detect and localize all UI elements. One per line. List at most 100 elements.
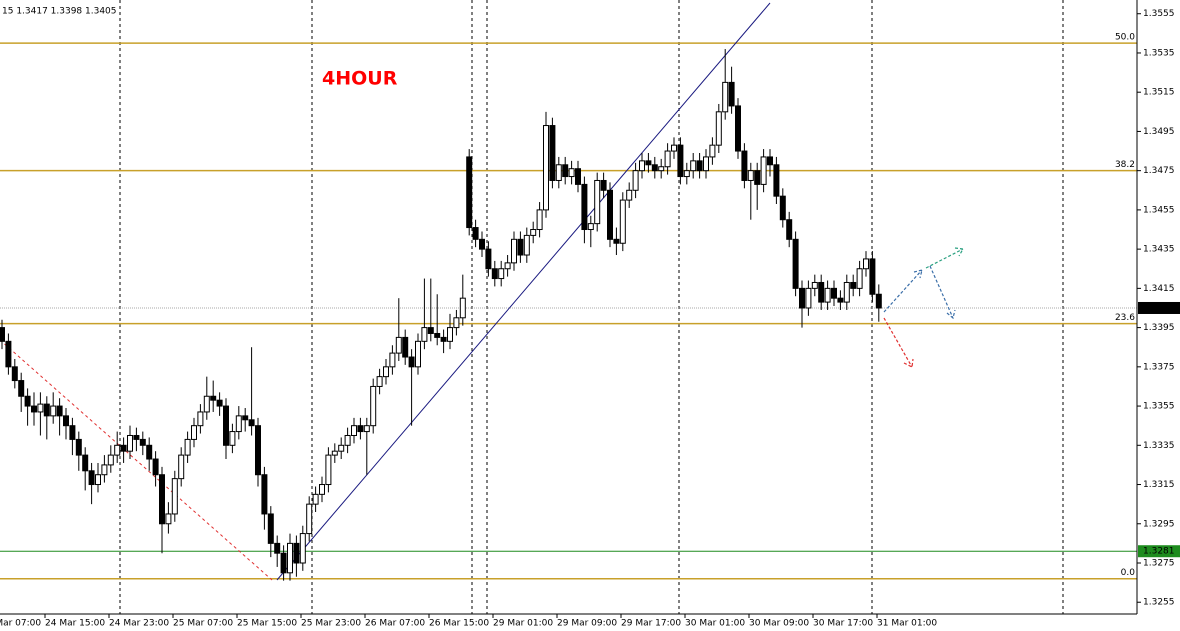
- candle-body: [88, 470, 95, 486]
- x-tick-label: 24 Mar 07:00: [0, 619, 41, 629]
- x-tick-label: 30 Mar 01:00: [685, 619, 745, 629]
- candle-body: [56, 405, 63, 417]
- y-tick-label: 1.3535: [1143, 48, 1175, 58]
- candle-body: [658, 166, 665, 172]
- y-tick-label: 1.3315: [1143, 480, 1175, 490]
- candle-body: [165, 513, 172, 525]
- candle-body: [664, 150, 671, 168]
- y-tick-label: 1.3515: [1143, 88, 1175, 98]
- candle-body: [280, 552, 287, 574]
- candle-body: [671, 144, 677, 152]
- candle-body: [331, 450, 338, 456]
- candle-body: [447, 327, 453, 342]
- y-tick-label: 1.3455: [1143, 205, 1175, 215]
- candle-body: [575, 168, 581, 185]
- x-tick-label: 29 Mar 01:00: [493, 619, 553, 629]
- candle-body: [171, 478, 178, 515]
- candle-body: [735, 105, 741, 152]
- arrow: [883, 317, 914, 368]
- y-tick-label: 1.3435: [1143, 245, 1175, 255]
- candle-body: [427, 327, 434, 334]
- candles: [0, 49, 882, 581]
- price-tag: [1138, 301, 1180, 314]
- candle-body: [831, 287, 837, 299]
- candle-body: [690, 160, 697, 172]
- x-tick-label: 30 Mar 09:00: [749, 619, 809, 629]
- candle-body: [754, 170, 761, 185]
- candle-body: [223, 405, 229, 446]
- candle-body: [31, 405, 37, 413]
- x-tick-label: 26 Mar 15:00: [429, 619, 489, 629]
- header: 15 1.3417 1.3398 1.3405: [2, 7, 117, 17]
- price-tag-label: 1.3405: [1143, 303, 1175, 313]
- candle-body: [703, 156, 709, 172]
- candle-body: [299, 533, 306, 564]
- candle-body: [619, 199, 626, 244]
- candle-body: [613, 238, 620, 244]
- candle-body: [287, 542, 293, 574]
- candle-body: [747, 170, 754, 181]
- candle-body: [421, 327, 428, 342]
- y-tick-label: 1.3295: [1143, 519, 1175, 529]
- y-tick-label: 1.3415: [1143, 284, 1175, 294]
- candle-body: [863, 258, 869, 270]
- candle-body: [101, 464, 108, 476]
- y-tick-label: 1.3355: [1143, 402, 1175, 412]
- candle-body: [178, 454, 185, 480]
- candle-body: [434, 332, 441, 338]
- candle-body: [562, 164, 569, 178]
- candle-body: [792, 238, 799, 289]
- fib-level-label: 50.0: [1115, 33, 1135, 43]
- arrow: [929, 265, 956, 320]
- candle-body: [402, 336, 409, 358]
- candle-body: [75, 438, 82, 456]
- candle-body: [408, 356, 415, 368]
- candle-body: [197, 411, 204, 427]
- candle-body: [293, 542, 300, 564]
- candle-body: [549, 125, 556, 181]
- arrow: [925, 247, 964, 269]
- candle-body: [203, 395, 210, 413]
- y-tick-label: 1.3495: [1143, 127, 1175, 137]
- candle-body: [440, 336, 447, 342]
- candle-body: [159, 474, 165, 525]
- candle-body: [722, 81, 729, 113]
- y-tick-label: 1.3255: [1143, 598, 1175, 608]
- candle-body: [632, 170, 639, 191]
- candle-body: [677, 144, 684, 178]
- fib-level-label: 0.0: [1121, 568, 1136, 578]
- candle-body: [255, 425, 261, 476]
- y-tick-label: 1.3375: [1143, 362, 1175, 372]
- candle-body: [50, 405, 57, 417]
- candle-body: [536, 209, 543, 231]
- arrow: [883, 269, 923, 313]
- candle-body: [869, 258, 876, 295]
- candle-body: [43, 403, 50, 417]
- candle-body: [11, 366, 18, 382]
- candle-body: [837, 297, 844, 303]
- candle-body: [127, 434, 133, 452]
- candle-body: [472, 227, 479, 240]
- candle-body: [338, 444, 345, 452]
- candle-body: [856, 268, 863, 289]
- fib-level-label: 38.2: [1115, 160, 1135, 170]
- candle-body: [248, 419, 255, 427]
- candle-body: [517, 238, 524, 256]
- candle-body: [498, 268, 505, 280]
- candle-body: [191, 425, 197, 440]
- candle-body: [82, 454, 89, 472]
- y-tick-label: 1.3555: [1143, 9, 1175, 19]
- candle-body: [0, 327, 5, 342]
- candle-body: [568, 168, 575, 178]
- candle-body: [453, 317, 460, 329]
- candle-body: [69, 425, 76, 440]
- y-tick-label: 1.3395: [1143, 323, 1175, 333]
- price-tag-label: 1.3281: [1143, 547, 1175, 557]
- candle-body: [351, 425, 357, 436]
- candle-body: [594, 179, 601, 225]
- candle-body: [779, 195, 786, 221]
- candle-body: [139, 438, 146, 446]
- candle-body: [805, 287, 812, 309]
- candle-body: [107, 454, 114, 466]
